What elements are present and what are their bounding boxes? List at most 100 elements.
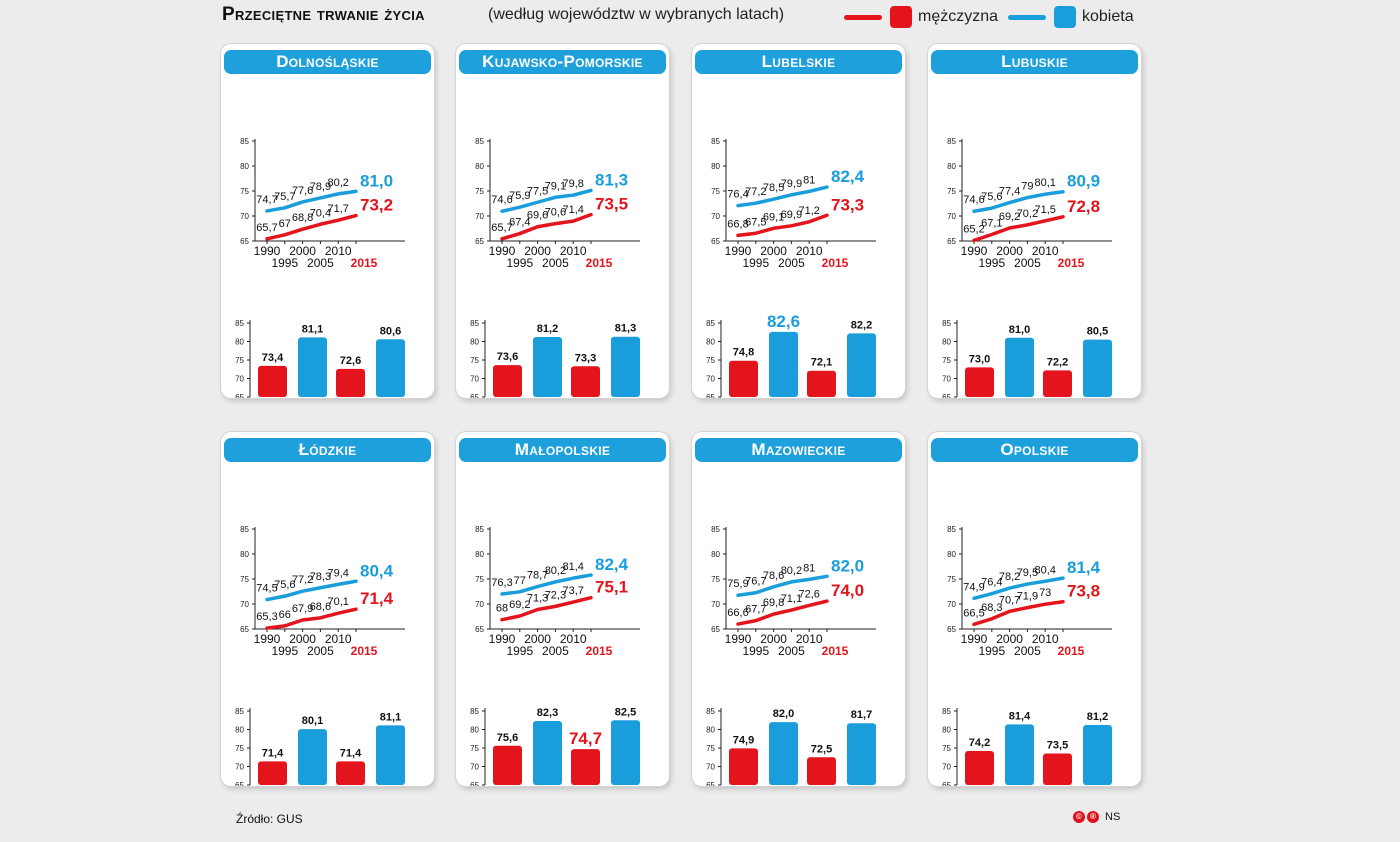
bar-y-tick-label: 75	[235, 744, 244, 753]
legend-male: mężczyzna	[844, 6, 998, 28]
bar-y-tick-label: 65	[942, 781, 951, 786]
bar-data-label: 81,2	[537, 323, 558, 335]
bar-data-label: 73,4	[262, 352, 284, 364]
data-label: 75,6	[981, 191, 1002, 203]
data-label: 65,7	[256, 222, 277, 234]
bar-y-tick-label: 65	[706, 781, 715, 786]
female-bar	[1083, 339, 1112, 397]
bar-y-tick-label: 80	[942, 726, 951, 735]
data-label: 66,8	[727, 218, 748, 230]
panel-lubuskie: Lubuskie 65 70 75 80 85 1990 1995 2000 2005 2010 20…	[928, 44, 1141, 398]
male-bar	[965, 367, 994, 397]
bar-data-label: 73,6	[497, 351, 518, 363]
bar-y-tick-label: 80	[942, 338, 951, 347]
data-label: 67,9	[292, 603, 313, 615]
line-x-tick-label: 1995	[506, 256, 533, 270]
line-x-tick-label: 2005	[778, 256, 805, 270]
data-label: 81	[803, 562, 815, 574]
bar-y-tick-label: 85	[942, 707, 951, 716]
data-label-final: 80,4	[360, 561, 394, 580]
panel-title: Opolskie	[931, 438, 1138, 462]
legend-female-label: kobieta	[1082, 8, 1134, 25]
line-y-tick-label: 85	[240, 137, 249, 146]
male-bar	[729, 748, 758, 785]
source-note: Źródło: GUS	[236, 812, 303, 826]
female-bar	[376, 725, 405, 785]
data-label: 80,2	[545, 565, 566, 577]
female-series-line	[500, 188, 593, 213]
panel-kujawsko-pomorskie: Kujawsko-Pomorskie 65 70 75 80 85 1990 1995 2000…	[456, 44, 669, 398]
line-x-tick-label: 1990	[725, 244, 752, 258]
line-y-tick-label: 65	[475, 625, 484, 634]
bar-data-label: 72,1	[811, 357, 832, 369]
male-series-line	[736, 213, 829, 238]
line-x-tick-label: 1990	[254, 244, 281, 258]
line-y-tick-label: 85	[711, 137, 720, 146]
chart-header: Przeciętne trwanie życia (według wojewód…	[222, 4, 1182, 30]
line-y-tick-label: 70	[711, 212, 720, 221]
line-x-tick-label: 1990	[489, 244, 516, 258]
bar-y-tick-label: 70	[235, 375, 244, 384]
bar-data-label: 71,4	[262, 747, 284, 759]
bar-data-label: 72,5	[811, 743, 832, 755]
panel-title: Lubuskie	[931, 50, 1138, 74]
line-y-tick-label: 80	[947, 162, 956, 171]
line-y-tick-label: 85	[947, 525, 956, 534]
line-x-tick-label: 2015	[351, 644, 378, 658]
data-label: 65,2	[963, 223, 984, 235]
bar-y-tick-label: 75	[706, 356, 715, 365]
data-label: 76,4	[981, 577, 1002, 589]
data-label: 69,2	[509, 599, 530, 611]
data-label: 71,4	[562, 204, 583, 216]
data-label: 78,5	[763, 182, 784, 194]
bar-data-label: 73,0	[969, 353, 990, 365]
line-x-tick-label: 2010	[325, 244, 352, 258]
bar-data-label: 80,6	[380, 325, 401, 337]
data-label-final: 82,4	[595, 555, 629, 574]
data-label: 68,8	[292, 212, 313, 224]
line-y-tick-label: 80	[947, 550, 956, 559]
bar-y-tick-label: 75	[706, 744, 715, 753]
data-label: 67,5	[745, 216, 766, 228]
data-label: 67	[279, 218, 291, 230]
line-x-tick-label: 1990	[961, 632, 988, 646]
line-x-tick-label: 2000	[996, 244, 1023, 258]
data-label-final: 82,4	[831, 167, 865, 186]
data-label: 75,7	[274, 191, 295, 203]
bar-y-tick-label: 70	[706, 375, 715, 384]
bar-y-tick-label: 80	[235, 338, 244, 347]
copyright-icon: ©	[1073, 811, 1085, 823]
panel-łódzkie: Łódzkie 65 70 75 80 85 1990 1995 2000 2005 2010 201…	[221, 432, 434, 786]
bar-y-tick-label: 75	[942, 356, 951, 365]
data-label: 78,2	[999, 571, 1020, 583]
line-x-tick-label: 2010	[796, 632, 823, 646]
data-label: 79,1	[545, 180, 566, 192]
data-label: 80,4	[1034, 564, 1055, 576]
data-label: 81,4	[562, 561, 583, 573]
data-label: 81	[803, 174, 815, 186]
bar-y-tick-label: 85	[235, 319, 244, 328]
data-label: 71,3	[527, 592, 548, 604]
line-y-tick-label: 70	[240, 212, 249, 221]
panel-title: Mazowieckie	[695, 438, 902, 462]
bar-y-tick-label: 75	[470, 744, 479, 753]
line-x-tick-label: 2005	[542, 644, 569, 658]
female-bar	[1083, 725, 1112, 785]
line-y-tick-label: 75	[947, 575, 956, 584]
data-label-final: 82,0	[831, 556, 864, 575]
line-x-tick-label: 1990	[254, 632, 281, 646]
bar-y-tick-label: 65	[235, 781, 244, 786]
bar-y-tick-label: 85	[942, 319, 951, 328]
bar-data-label: 74,2	[969, 737, 990, 749]
data-label: 69,8	[763, 597, 784, 609]
data-label: 79,8	[562, 178, 583, 190]
line-x-tick-label: 2015	[822, 256, 849, 270]
bar-data-label: 81,0	[1009, 324, 1030, 336]
data-label: 75,6	[274, 579, 295, 591]
female-bar	[847, 723, 876, 785]
data-label: 74,5	[256, 583, 277, 595]
data-label: 77,2	[292, 574, 313, 586]
bar-y-tick-label: 70	[470, 763, 479, 772]
